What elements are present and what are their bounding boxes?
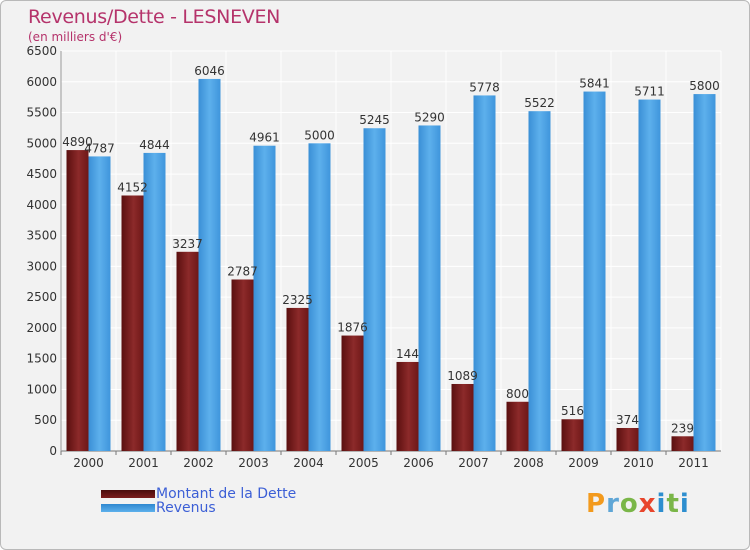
y-tick-label: 5000 — [26, 136, 57, 150]
bar-revenus-value-label: 5290 — [414, 110, 445, 124]
bar-revenus-value-label: 4961 — [249, 131, 280, 145]
bar-dette-value-label: 4152 — [117, 180, 148, 194]
bar-revenus-value-label: 5245 — [359, 113, 390, 127]
bar-revenus — [583, 91, 606, 452]
bar-dette — [286, 307, 309, 451]
legend-label-dette: Montant de la Dette — [156, 486, 297, 502]
bar-revenus — [88, 156, 111, 451]
bar-dette-value-label: 239 — [671, 421, 694, 435]
grid-layer — [60, 50, 722, 452]
bar-revenus — [198, 78, 221, 451]
bar-revenus-value-label: 4787 — [84, 141, 115, 155]
y-tick-label: 3000 — [26, 259, 57, 273]
x-tick-label: 2010 — [623, 456, 654, 470]
bar-revenus-value-label: 6046 — [194, 64, 225, 78]
bar-revenus — [638, 99, 661, 452]
bar-revenus — [693, 94, 716, 452]
bar-dette — [176, 251, 199, 451]
x-tick-label: 2007 — [458, 456, 489, 470]
bar-dette — [506, 401, 529, 451]
y-tick-label: 0 — [49, 444, 57, 458]
legend-label-revenus: Revenus — [156, 500, 216, 516]
bar-revenus-value-label: 5841 — [579, 77, 610, 91]
legend-swatch-revenus — [101, 504, 155, 512]
bar-revenus — [308, 143, 331, 452]
bar-dette-value-label: 374 — [616, 413, 639, 427]
proxiti-logo: Proxiti — [586, 489, 690, 519]
bar-dette — [561, 419, 584, 451]
y-tick-label: 1000 — [26, 382, 57, 396]
bar-dette-value-label: 800 — [506, 387, 529, 401]
bar-revenus — [253, 145, 276, 451]
bar-dette — [341, 335, 364, 451]
axis-layer: 0 500 1000 1500 2000 2500 3000 3500 4000 4500 5000… — [26, 44, 721, 470]
y-tick-label: 2000 — [26, 321, 57, 335]
bar-dette-value-label: 2787 — [227, 264, 258, 278]
y-tick-label: 6500 — [26, 44, 57, 58]
bar-revenus-value-label: 5000 — [304, 128, 335, 142]
y-tick-label: 500 — [34, 413, 57, 427]
x-tick-label: 2001 — [128, 456, 159, 470]
y-tick-label: 2500 — [26, 290, 57, 304]
bar-dette — [121, 195, 144, 451]
y-tick-label: 1500 — [26, 352, 57, 366]
bar-dette — [396, 361, 419, 451]
y-tick-label: 4500 — [26, 167, 57, 181]
x-tick-label: 2004 — [293, 456, 324, 470]
bar-dette-value-label: 2325 — [282, 293, 313, 307]
bar-dette-value-label: 4890 — [62, 135, 93, 149]
x-tick-label: 2005 — [348, 456, 379, 470]
y-tick-label: 5500 — [26, 106, 57, 120]
x-tick-label: 2006 — [403, 456, 434, 470]
bar-revenus — [473, 95, 496, 451]
x-tick-label: 2008 — [513, 456, 544, 470]
bar-dette-value-label: 516 — [561, 404, 584, 418]
y-tick-label: 4000 — [26, 198, 57, 212]
bar-dette — [616, 427, 639, 451]
bar-revenus-value-label: 4844 — [139, 138, 170, 152]
bar-revenus-value-label: 5800 — [689, 79, 720, 93]
x-tick-label: 2009 — [568, 456, 599, 470]
bar-revenus — [363, 128, 386, 451]
bar-dette — [671, 436, 694, 451]
bar-revenus — [528, 111, 551, 451]
x-tick-label: 2011 — [678, 456, 709, 470]
legend-swatch-dette — [101, 490, 155, 498]
bar-dette — [231, 279, 254, 451]
bar-revenus-value-label: 5522 — [524, 96, 555, 110]
bar-dette — [451, 383, 474, 451]
x-tick-label: 2000 — [73, 456, 104, 470]
bar-dette-value-label: 1089 — [447, 369, 478, 383]
bar-revenus-value-label: 5711 — [634, 85, 665, 99]
y-tick-label: 6000 — [26, 75, 57, 89]
bar-revenus — [143, 152, 166, 451]
x-tick-label: 2003 — [238, 456, 269, 470]
y-tick-label: 3500 — [26, 229, 57, 243]
bars-layer — [66, 78, 716, 452]
bar-dette-value-label: 144 — [396, 347, 419, 361]
bar-dette — [66, 150, 89, 452]
chart-subtitle: (en milliers d'€) — [28, 30, 123, 44]
chart-title: Revenus/Dette - LESNEVEN — [28, 6, 281, 28]
bar-dette-value-label: 3237 — [172, 237, 203, 251]
bar-revenus — [418, 125, 441, 451]
x-tick-label: 2002 — [183, 456, 214, 470]
bar-revenus-value-label: 5778 — [469, 80, 500, 94]
bar-dette-value-label: 1876 — [337, 321, 368, 335]
